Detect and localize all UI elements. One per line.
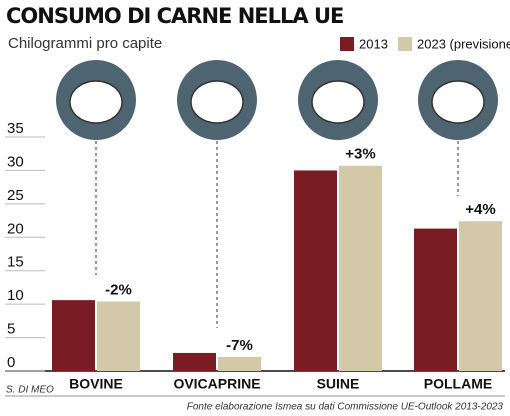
legend-swatch bbox=[340, 37, 354, 51]
y-tick-label: 10 bbox=[7, 287, 24, 304]
bar bbox=[414, 228, 457, 371]
chart-title: CONSUMO DI CARNE NELLA UE bbox=[6, 4, 343, 28]
y-tick-label: 25 bbox=[7, 187, 24, 204]
bar bbox=[97, 301, 140, 371]
annotation: -7% bbox=[226, 337, 253, 354]
bar bbox=[294, 170, 337, 371]
y-tick-label: 15 bbox=[7, 254, 24, 271]
y-tick-label: 20 bbox=[7, 220, 24, 237]
legend-label: 2023 (previsione) bbox=[417, 36, 510, 51]
animal-icon-head bbox=[311, 80, 365, 124]
animal-icon-head bbox=[190, 80, 244, 124]
annotation: +3% bbox=[345, 146, 375, 163]
animal-icon-head bbox=[69, 80, 123, 124]
y-tick-label: 35 bbox=[7, 120, 24, 137]
bar bbox=[339, 165, 382, 371]
legend-label: 2013 bbox=[359, 36, 388, 51]
animal-icon-head bbox=[431, 80, 485, 124]
legend-swatch bbox=[398, 37, 412, 51]
annotation: +4% bbox=[465, 201, 495, 218]
y-tick-label: 5 bbox=[7, 321, 15, 338]
y-tick-label: 30 bbox=[7, 153, 24, 170]
bar bbox=[173, 352, 216, 371]
x-tick-label: POLLAME bbox=[424, 376, 492, 392]
annotation: -2% bbox=[105, 281, 132, 298]
bar bbox=[218, 356, 261, 371]
bar bbox=[52, 300, 95, 371]
x-tick-label: SUINE bbox=[317, 376, 360, 392]
credit: S. DI MEO bbox=[6, 385, 54, 396]
bar bbox=[459, 221, 502, 371]
x-tick-label: BOVINE bbox=[69, 376, 123, 392]
chart-subtitle: Chilogrammi pro capite bbox=[8, 35, 162, 52]
y-tick-label: 0 bbox=[7, 354, 15, 371]
source: Fonte elaborazione Ismea su dati Commiss… bbox=[187, 402, 504, 413]
x-tick-label: OVICAPRINE bbox=[173, 376, 260, 392]
